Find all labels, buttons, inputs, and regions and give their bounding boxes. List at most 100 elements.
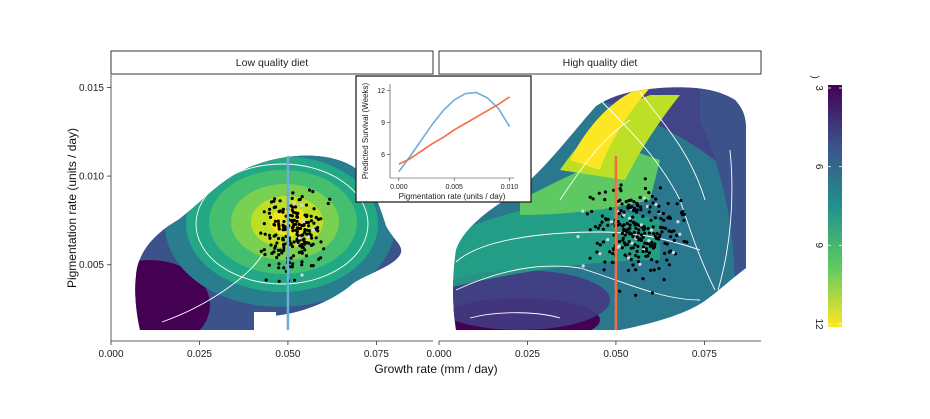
scatter-point: [316, 217, 320, 221]
scatter-point: [622, 210, 626, 214]
scatter-point: [665, 258, 669, 262]
scatter-point: [303, 213, 307, 217]
scatter-point: [606, 238, 610, 242]
scatter-point: [645, 249, 649, 253]
scatter-point: [291, 210, 295, 214]
scatter-point: [658, 186, 663, 190]
scatter-point: [291, 262, 295, 266]
scatter-point: [612, 188, 616, 192]
surface-low: [135, 155, 402, 330]
scatter-point: [675, 202, 679, 206]
scatter-point: [657, 210, 661, 214]
inset-x-axis-title: Pigmentation rate (units / day): [399, 192, 506, 201]
scatter-point: [617, 244, 621, 248]
scatter-point: [666, 201, 670, 206]
scatter-point: [619, 183, 623, 187]
scatter-point: [302, 240, 306, 244]
scatter-point: [282, 248, 286, 253]
scatter-point: [632, 221, 636, 225]
scatter-point: [663, 251, 667, 256]
scatter-point: [608, 250, 612, 254]
scatter-point: [619, 209, 623, 213]
scatter-point: [307, 188, 312, 192]
scatter-point: [675, 233, 679, 238]
scatter-point: [630, 241, 634, 245]
scatter-point: [636, 244, 640, 248]
scatter-point: [267, 211, 271, 215]
scatter-point: [319, 256, 323, 260]
scatter-point: [598, 252, 602, 256]
scatter-point: [678, 232, 682, 236]
scatter-point: [641, 249, 645, 254]
scatter-point: [625, 221, 629, 225]
scatter-point: [654, 197, 658, 201]
scatter-point: [653, 245, 657, 249]
scatter-point: [303, 248, 307, 252]
axis-frame: [110, 75, 761, 342]
scatter-point: [292, 218, 296, 222]
scatter-point: [645, 242, 649, 246]
scatter-point: [310, 236, 314, 240]
scatter-point: [262, 210, 266, 214]
scatter-point: [635, 249, 639, 253]
inset-y-tick-label: 6: [381, 152, 385, 159]
scatter-point: [289, 204, 293, 208]
scatter-point: [631, 246, 635, 250]
scatter-point: [291, 254, 296, 258]
scatter-point: [681, 210, 685, 214]
scatter-point: [631, 263, 635, 267]
scatter-point: [300, 195, 304, 199]
scatter-point: [273, 197, 277, 201]
scatter-point: [326, 201, 330, 206]
x-axis-high: 0.000 0.025 0.050 0.075: [426, 341, 717, 360]
scatter-point: [278, 199, 282, 203]
scatter-point: [601, 227, 606, 231]
scatter-point: [643, 177, 647, 181]
scatter-point: [309, 243, 314, 247]
scatter-point: [311, 190, 315, 194]
scatter-point: [618, 198, 622, 202]
scatter-point: [311, 228, 315, 232]
scatter-point: [591, 197, 595, 201]
scatter-point: [622, 223, 626, 227]
scatter-point: [632, 200, 636, 204]
scatter-point: [294, 228, 298, 232]
x-tick-label: 0.050: [603, 349, 628, 360]
scatter-point: [291, 229, 295, 233]
scatter-point: [628, 216, 632, 220]
scatter-point: [671, 251, 676, 255]
scatter-point: [634, 268, 638, 272]
scatter-point: [581, 264, 585, 268]
scatter-point: [652, 268, 656, 272]
scatter-point: [682, 218, 686, 222]
scatter-point: [646, 204, 650, 209]
facet-label-low: Low quality diet: [236, 57, 308, 69]
scatter-point: [263, 252, 267, 257]
scatter-point: [654, 202, 658, 207]
scatter-point: [623, 253, 627, 257]
scatter-point: [277, 262, 281, 266]
scatter-point: [278, 248, 282, 252]
scatter-point: [269, 215, 273, 219]
x-axis-title: Growth rate (mm / day): [374, 362, 497, 376]
scatter-point: [295, 215, 300, 219]
scatter-point: [624, 228, 628, 232]
scatter-point: [622, 241, 627, 245]
y-tick-label: 0.010: [79, 172, 104, 183]
scatter-point: [653, 234, 657, 238]
scatter-point: [633, 243, 637, 247]
scatter-point: [603, 190, 608, 194]
scatter-point: [639, 223, 643, 227]
scatter-point: [314, 236, 318, 240]
scatter-point: [289, 256, 293, 260]
scatter-point: [291, 225, 295, 229]
colorbar-tick-label: 6: [813, 164, 824, 170]
scatter-point: [662, 278, 666, 282]
scatter-point: [311, 264, 315, 268]
scatter-point: [653, 216, 657, 220]
scatter-point: [661, 211, 666, 216]
scatter-point: [618, 240, 622, 244]
scatter-points-high: [576, 177, 689, 297]
scatter-point: [593, 225, 598, 229]
